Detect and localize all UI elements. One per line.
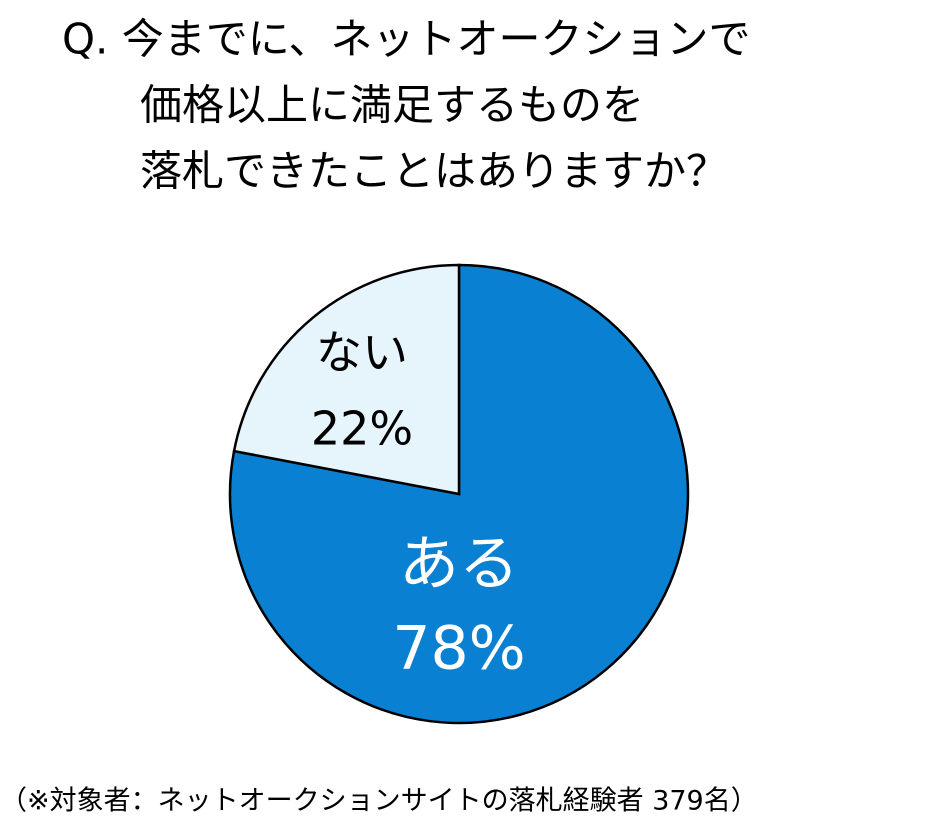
chart-title: 価格以上に満足するものを <box>140 81 644 130</box>
pie-slice <box>232 263 461 496</box>
value-label: 22% <box>311 402 413 456</box>
slice-label: ある <box>399 530 519 600</box>
chart-title: 落札できたことはありますか？ <box>140 147 728 196</box>
slice-label: ない <box>316 326 408 380</box>
value-label: 78% <box>392 614 525 684</box>
chart-title: Q. 今までに、ネットオークションで <box>62 15 751 64</box>
footnote: （※対象者：ネットオークションサイトの落札経験者 379名） <box>0 786 758 817</box>
